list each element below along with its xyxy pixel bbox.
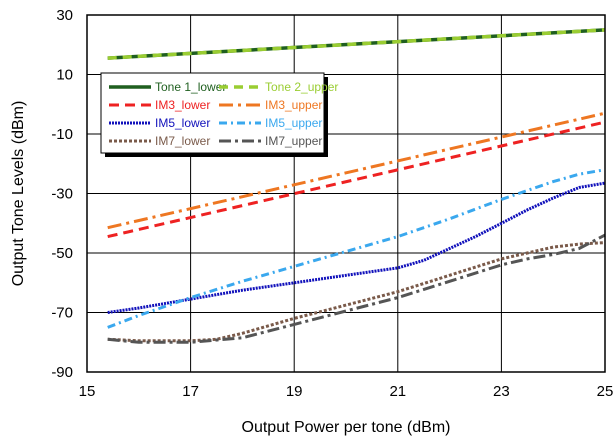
legend-label: Tone 2_upper: [265, 80, 338, 94]
legend-label: IM3_lower: [155, 98, 210, 112]
legend: Tone 1_lower Tone 2_upper IM3_lower IM3_upp…: [100, 72, 338, 157]
x-tick-label: 17: [182, 383, 199, 400]
series-line-im3-upper: [107, 111, 606, 230]
series-line-im7-lower: [107, 241, 606, 343]
x-tick-label: 15: [79, 383, 96, 400]
x-tick-label: 23: [493, 383, 510, 400]
legend-label: IM5_upper: [265, 116, 322, 130]
legend-label: IM7_upper: [265, 134, 322, 148]
y-tick-label: -10: [51, 126, 73, 143]
series-line-tone-2-upper: [107, 28, 606, 60]
legend-label: IM5_lower: [155, 116, 210, 130]
y-tick-label: -90: [51, 364, 73, 381]
y-tick-label: -30: [51, 186, 73, 203]
y-axis-label: Output Tone Levels (dBm): [10, 101, 27, 287]
y-tick-label: 30: [56, 7, 73, 24]
legend-label: Tone 1_lower: [155, 80, 226, 94]
plot-frame: [86, 14, 606, 373]
x-axis-label: Output Power per tone (dBm): [242, 419, 451, 436]
y-tick-label: 10: [56, 67, 73, 84]
grid: [87, 15, 605, 372]
x-tick-label: 21: [389, 383, 406, 400]
legend-label: IM3_upper: [265, 98, 322, 112]
series-line-im5-upper: [107, 168, 606, 329]
x-tick-label: 19: [286, 383, 303, 400]
x-tick-label: 25: [597, 383, 614, 400]
y-tick-label: -70: [51, 305, 73, 322]
y-tick-label: -50: [51, 245, 73, 262]
legend-label: IM7_lower: [155, 134, 210, 148]
tick-labels: 15 17 19 21 23 25 -90 -70 -50 -30 -10 10 30: [51, 7, 613, 400]
series-group: [107, 28, 606, 344]
series-line-im3-lower: [107, 120, 606, 239]
series-line-im5-lower: [107, 181, 606, 314]
